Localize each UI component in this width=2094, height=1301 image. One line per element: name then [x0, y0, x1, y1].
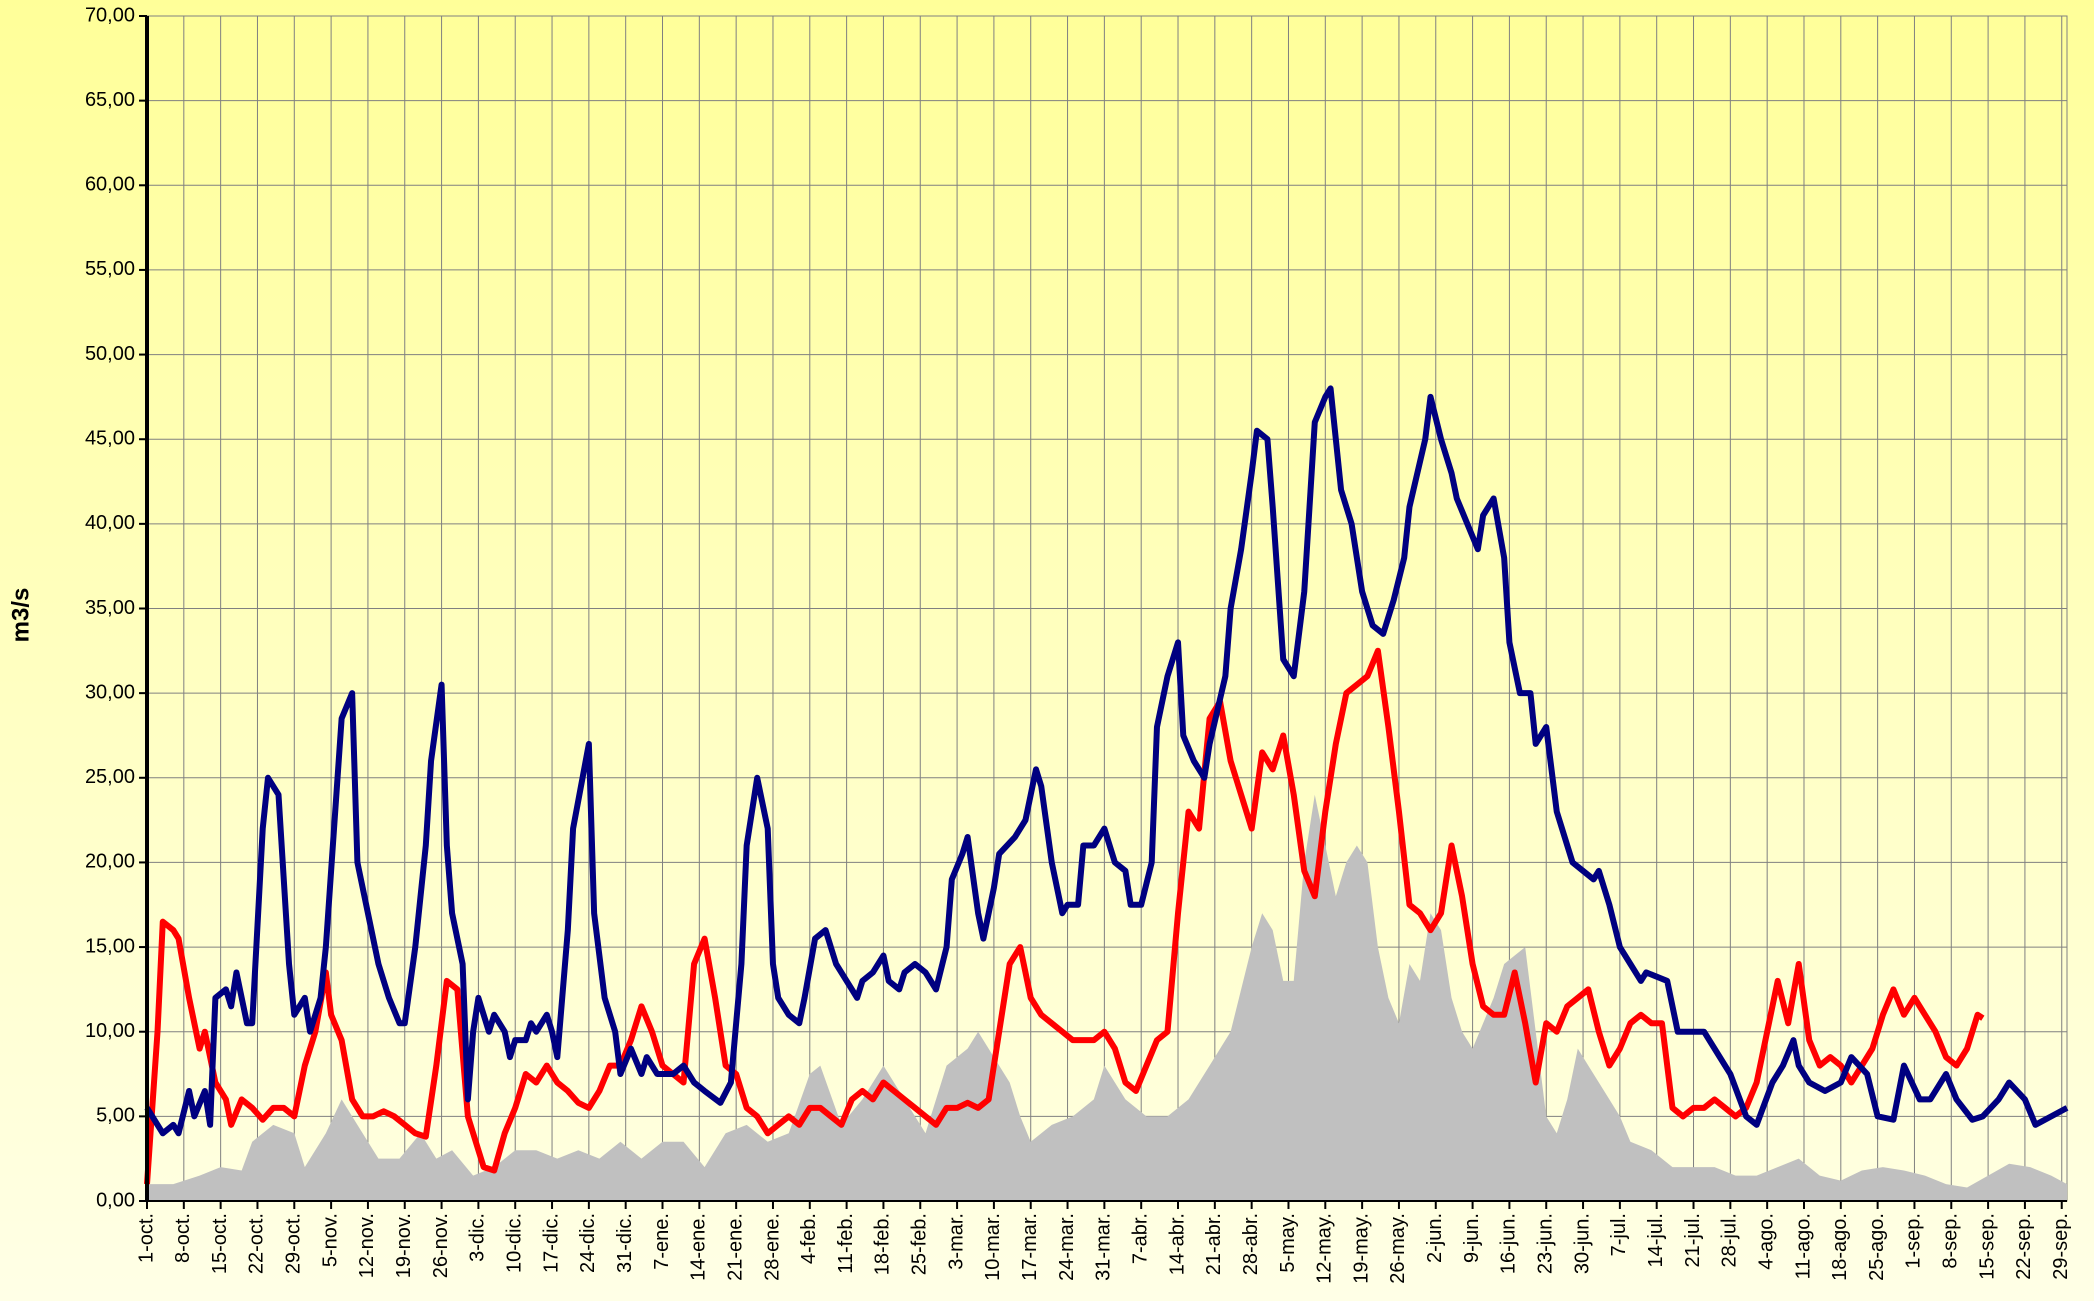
y-tick-label: 35,00: [85, 597, 135, 619]
area: [147, 794, 2067, 1201]
x-tick-label: 12-nov.: [356, 1213, 378, 1278]
y-tick-label: 20,00: [85, 851, 135, 873]
y-tick-label: 5,00: [96, 1105, 135, 1127]
line: [144, 385, 2069, 1137]
x-tick-label: 3-mar.: [945, 1213, 967, 1270]
x-tick-label: 29-sep.: [2050, 1213, 2072, 1280]
x-tick-label: 31-dic.: [614, 1213, 636, 1273]
y-tick-label: 0,00: [96, 1189, 135, 1211]
x-tick-label: 17-mar.: [1019, 1213, 1041, 1281]
y-tick-label: 30,00: [85, 681, 135, 703]
x-tick-label: 22-sep.: [2013, 1213, 2035, 1280]
y-tick-label: 60,00: [85, 174, 135, 196]
x-tick-label: 11-feb.: [835, 1213, 857, 1274]
x-tick-label: 19-may.: [1350, 1213, 1372, 1284]
x-tick-label: 2-jun.: [1424, 1213, 1446, 1263]
x-tick-label: 19-nov.: [393, 1213, 415, 1278]
y-tick-label: 55,00: [85, 258, 135, 280]
x-tick-label: 7-ene.: [651, 1213, 673, 1270]
x-tick-label: 28-abr.: [1240, 1213, 1262, 1275]
x-tick-label: 1-oct.: [135, 1213, 157, 1263]
y-tick-label: 25,00: [85, 766, 135, 788]
x-tick-label: 4-feb.: [798, 1213, 820, 1264]
x-tick-label: 10-mar.: [982, 1213, 1004, 1281]
x-tick-label: 17-dic.: [540, 1213, 562, 1273]
x-tick-label: 21-ene.: [724, 1213, 746, 1281]
x-tick-label: 4-ago.: [1755, 1213, 1777, 1270]
x-tick-label: 16-jun.: [1498, 1213, 1520, 1274]
x-tick-label: 24-dic.: [577, 1213, 599, 1273]
x-tick-label: 14-jul.: [1645, 1213, 1667, 1267]
x-tick-label: 25-ago.: [1866, 1213, 1888, 1281]
x-tick-label: 29-oct.: [283, 1213, 305, 1274]
x-tick-label: 25-feb.: [909, 1213, 931, 1275]
y-axis-title: m3/s: [7, 588, 34, 643]
x-tick-label: 8-oct.: [172, 1213, 194, 1263]
x-tick-label: 21-jul.: [1682, 1213, 1704, 1267]
y-tick-label: 40,00: [85, 512, 135, 534]
y-tick-label: 10,00: [85, 1020, 135, 1042]
x-tick-label: 18-feb.: [872, 1213, 894, 1275]
x-tick-label: 21-abr.: [1203, 1213, 1225, 1275]
x-tick-label: 10-dic.: [504, 1213, 526, 1273]
x-tick-label: 28-ene.: [761, 1213, 783, 1281]
x-tick-label: 24-mar.: [1056, 1213, 1078, 1281]
x-tick-label: 15-sep.: [1976, 1213, 1998, 1280]
x-tick-label: 14-abr.: [1166, 1213, 1188, 1275]
y-tick-label: 15,00: [85, 935, 135, 957]
x-tick-label: 23-jun.: [1535, 1213, 1557, 1274]
x-tick-label: 30-jun.: [1571, 1213, 1593, 1274]
x-tick-label: 26-nov.: [430, 1213, 452, 1278]
x-tick-label: 18-ago.: [1829, 1213, 1851, 1281]
x-tick-label: 28-jul.: [1719, 1213, 1741, 1267]
x-tick-label: 22-oct.: [246, 1213, 268, 1274]
x-tick-label: 8-sep.: [1940, 1213, 1962, 1269]
y-tick-label: 65,00: [85, 89, 135, 111]
x-tick-label: 11-ago.: [1792, 1213, 1814, 1279]
y-tick-label: 45,00: [85, 427, 135, 449]
x-tick-label: 15-oct.: [209, 1213, 231, 1274]
x-tick-label: 14-ene.: [688, 1213, 710, 1281]
y-tick-label: 70,00: [85, 4, 135, 26]
x-tick-label: 31-mar.: [1093, 1213, 1115, 1281]
y-tick-label: 50,00: [85, 343, 135, 365]
x-tick-label: 5-may.: [1277, 1213, 1299, 1273]
x-tick-label: 7-jul.: [1608, 1213, 1630, 1256]
x-tick-label: 26-may.: [1387, 1213, 1409, 1284]
x-tick-label: 9-jun.: [1461, 1213, 1483, 1263]
x-tick-label: 1-sep.: [1903, 1213, 1925, 1269]
line: [144, 647, 1985, 1185]
x-tick-label: 5-nov.: [319, 1213, 341, 1267]
x-tick-label: 3-dic.: [467, 1213, 489, 1262]
x-tick-label: 7-abr.: [1129, 1213, 1151, 1264]
x-tick-label: 12-may.: [1314, 1213, 1336, 1284]
